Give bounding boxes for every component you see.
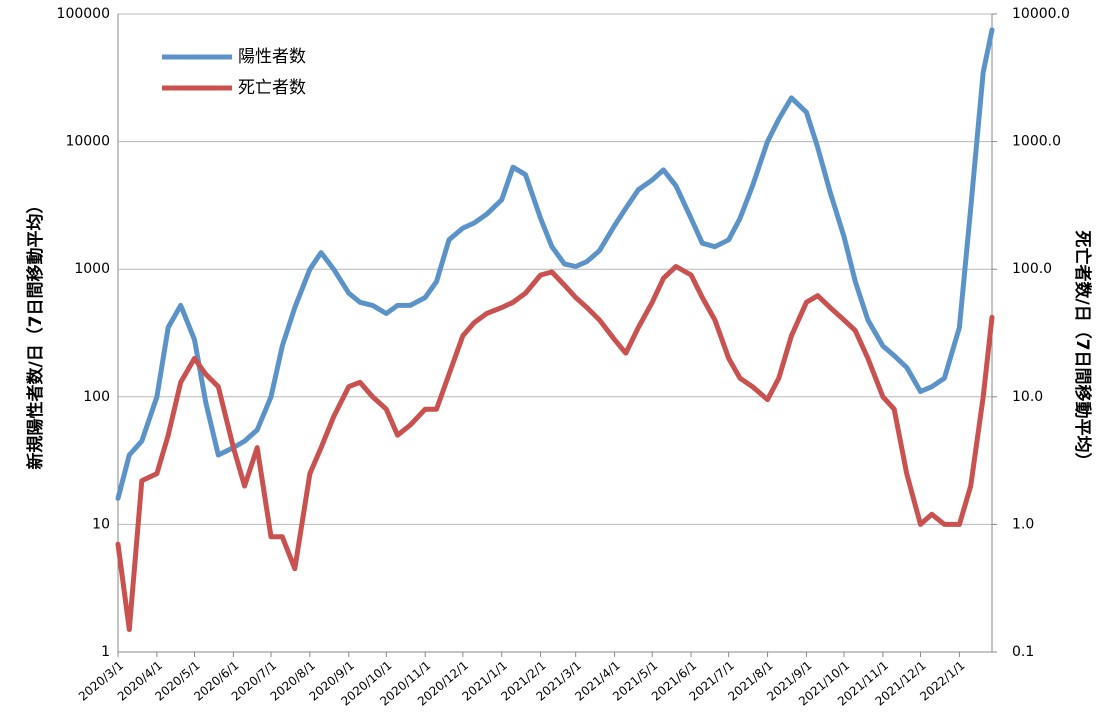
y2-tick-label: 1000.0 bbox=[1012, 134, 1061, 150]
y-tick-label: 100000 bbox=[57, 6, 110, 22]
y-tick-label: 100 bbox=[83, 389, 110, 405]
y2-tick-label: 1.0 bbox=[1012, 516, 1034, 532]
y-axis-title: 新規陽性者数/日（7日間移動平均） bbox=[25, 196, 46, 469]
y-tick-label: 1 bbox=[101, 644, 110, 660]
y2-axis-title: 死亡者数/日（7日間移動平均） bbox=[1072, 230, 1093, 469]
legend-label: 陽性者数 bbox=[238, 47, 306, 67]
series-line bbox=[115, 27, 995, 501]
series-line bbox=[115, 264, 995, 632]
y-tick-label: 1000 bbox=[74, 261, 110, 277]
y2-tick-label: 10000.0 bbox=[1012, 6, 1070, 22]
y2-tick-label: 100.0 bbox=[1012, 261, 1052, 277]
y2-tick-label: 10.0 bbox=[1012, 389, 1043, 405]
y2-tick-label: 0.1 bbox=[1012, 644, 1034, 660]
y-tick-label: 10 bbox=[92, 516, 110, 532]
y-tick-label: 10000 bbox=[65, 134, 110, 150]
legend-label: 死亡者数 bbox=[238, 78, 306, 98]
